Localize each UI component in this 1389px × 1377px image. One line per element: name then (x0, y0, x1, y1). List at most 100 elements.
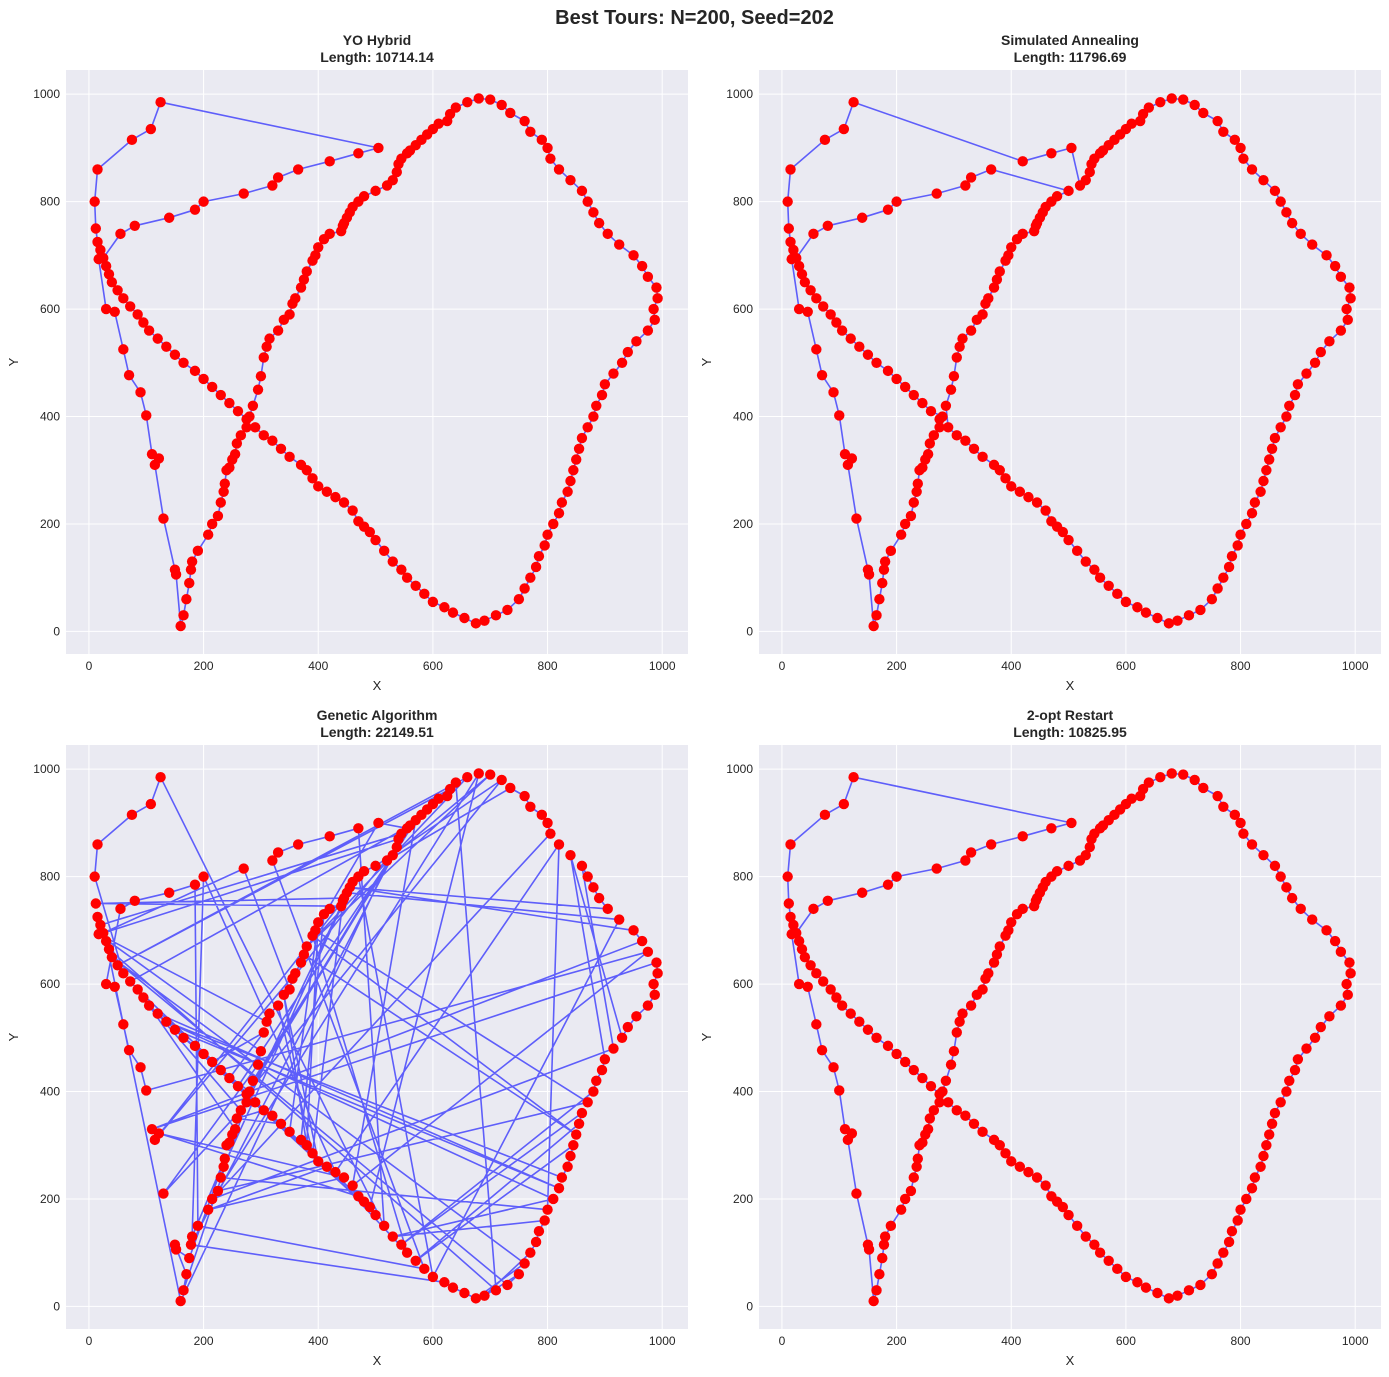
x-tick-label: 1000 (649, 1334, 676, 1348)
city-point (353, 516, 364, 527)
city-point (588, 411, 599, 422)
city-point (648, 303, 659, 315)
city-point (450, 777, 462, 788)
city-point (247, 1075, 259, 1086)
city-point (1289, 1064, 1301, 1076)
city-point (602, 228, 613, 240)
plot-area (759, 70, 1381, 654)
city-point (155, 97, 166, 108)
city-point (1132, 602, 1143, 613)
city-point (1281, 207, 1292, 218)
city-point (596, 389, 608, 401)
city-point (785, 839, 796, 850)
city-point (249, 1097, 261, 1108)
city-point (924, 438, 936, 449)
city-point (1275, 422, 1286, 433)
city-point (212, 510, 224, 522)
city-point (115, 228, 126, 240)
city-point (267, 855, 278, 866)
city-point (447, 1282, 459, 1293)
city-point (126, 134, 138, 146)
city-point (1155, 97, 1166, 108)
city-point (178, 1032, 189, 1044)
city-point (593, 892, 605, 904)
city-point (912, 478, 923, 489)
city-point (95, 244, 106, 256)
city-point (170, 1244, 182, 1255)
city-point (321, 486, 333, 497)
x-tick-label: 200 (194, 1334, 214, 1348)
city-point (112, 960, 123, 971)
city-point (138, 992, 149, 1003)
city-point (957, 1008, 968, 1019)
city-point (215, 389, 226, 401)
city-point (1341, 303, 1352, 315)
city-point (793, 935, 805, 947)
city-point (802, 306, 813, 317)
city-point (1223, 561, 1235, 573)
city-point (450, 102, 462, 113)
city-point (1140, 607, 1152, 618)
y-tick-label: 0 (53, 624, 60, 638)
city-point (1321, 250, 1332, 261)
city-point (940, 1075, 952, 1086)
city-point (614, 239, 625, 250)
city-point (330, 1166, 341, 1178)
city-point (447, 607, 459, 618)
city-point (410, 1255, 421, 1266)
chart-panel-4: 0 200 400 600 800 1000 0 200 400 600 800 1000 2-opt … (699, 707, 1381, 1368)
city-point (934, 1089, 945, 1100)
city-point (1345, 293, 1356, 304)
city-point (1232, 540, 1243, 551)
city-point (1284, 1075, 1295, 1086)
city-point (118, 1019, 129, 1030)
city-point (582, 422, 593, 433)
city-point (373, 142, 384, 154)
city-point (198, 871, 209, 882)
city-point (1218, 801, 1229, 812)
city-point (565, 1150, 576, 1162)
city-point (536, 134, 548, 146)
x-tick-label: 600 (1116, 659, 1136, 673)
city-point (891, 196, 902, 207)
city-point (89, 196, 100, 207)
city-point (818, 976, 829, 987)
city-point (934, 422, 945, 433)
city-point (1166, 768, 1177, 779)
city-point (983, 968, 994, 979)
city-point (1261, 465, 1272, 476)
city-point (89, 871, 100, 882)
city-point (1206, 593, 1218, 605)
city-point (1235, 817, 1246, 829)
city-point (576, 1107, 588, 1119)
city-point (1017, 903, 1028, 915)
city-point (439, 602, 450, 613)
city-point (863, 569, 875, 580)
city-point (115, 903, 126, 915)
city-point (931, 188, 942, 199)
city-point (891, 373, 902, 385)
city-point (505, 782, 516, 794)
city-point (568, 465, 579, 476)
city-point (652, 293, 663, 304)
city-point (548, 1193, 559, 1205)
city-point (576, 432, 588, 444)
city-point (496, 99, 507, 111)
y-tick-label: 0 (746, 624, 753, 638)
city-point (1212, 1258, 1223, 1269)
city-point (232, 405, 244, 417)
city-point (129, 895, 140, 907)
city-point (224, 397, 235, 409)
city-point (608, 368, 619, 379)
city-point (934, 414, 945, 425)
city-point (942, 1097, 954, 1108)
city-point (338, 1172, 350, 1183)
city-point (186, 1231, 198, 1242)
city-point (994, 941, 1005, 952)
city-point (536, 809, 548, 821)
city-point (951, 430, 962, 441)
city-point (573, 443, 585, 454)
chart-title: YO Hybrid (343, 32, 411, 48)
city-point (871, 1285, 882, 1296)
city-point (410, 580, 421, 591)
